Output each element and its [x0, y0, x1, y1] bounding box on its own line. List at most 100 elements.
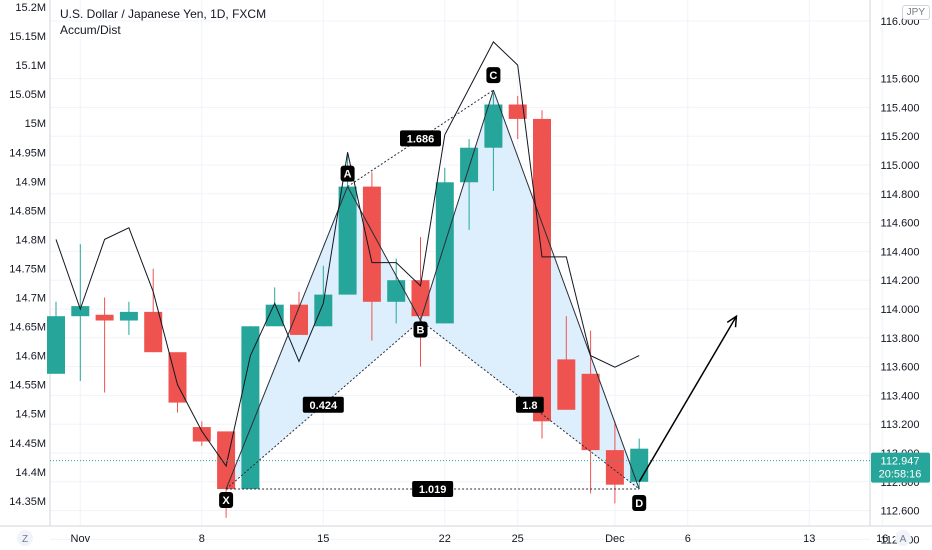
zoom-button-label: Z	[22, 534, 28, 545]
left-axis-label: 14.5M	[15, 409, 46, 421]
pattern-leg-xa	[225, 186, 349, 490]
candle-body	[119, 311, 138, 321]
right-axis-label: 114.600	[881, 218, 920, 230]
current-price-value: 112.947	[881, 456, 920, 468]
ratio-label-text: 0.424	[310, 400, 338, 412]
left-axis-label: 14.6M	[15, 351, 46, 363]
left-axis-label: 15M	[25, 118, 46, 130]
auto-scale-button-bg	[895, 530, 911, 546]
candle	[581, 330, 600, 494]
left-axis-label: 15.1M	[15, 60, 46, 72]
currency-badge[interactable]: JPY	[901, 5, 930, 20]
time-axis-label: 16	[876, 533, 888, 545]
auto-scale-button[interactable]: A	[895, 530, 911, 546]
point-label-bg	[413, 321, 428, 338]
ratio-label: 1.686	[400, 130, 441, 147]
right-axis-label: 115.600	[881, 74, 920, 86]
point-label-text: A	[344, 169, 352, 181]
left-axis-label: 14.75M	[9, 263, 46, 275]
candle-body	[533, 118, 551, 422]
projection-arrow-head	[726, 314, 738, 328]
left-axis-label: 14.85M	[9, 205, 46, 217]
ratio-label: 0.424	[302, 396, 344, 413]
point-label-d: D	[632, 495, 647, 511]
point-label-c: C	[486, 67, 501, 84]
candle	[119, 301, 138, 335]
candle-body	[241, 326, 260, 489]
point-label-b: B	[413, 321, 428, 338]
candle	[95, 297, 114, 393]
left-axis-label: 15.15M	[9, 31, 46, 43]
time-axis-label: 8	[199, 533, 205, 545]
candle-body	[460, 147, 479, 183]
candle	[168, 352, 187, 413]
ratio-label: 1.019	[412, 481, 454, 497]
candle-body	[484, 104, 503, 148]
candle-body	[435, 182, 454, 324]
ratio-label: 1.8	[515, 396, 544, 413]
right-axis-label: 113.800	[881, 333, 920, 345]
time-axis-label: Dec	[605, 533, 625, 545]
candle	[71, 244, 90, 381]
ratio-label-bg	[302, 396, 344, 413]
left-axis-label: 14.9M	[15, 176, 46, 188]
point-label-bg	[219, 492, 234, 508]
projection-arrow-line	[638, 315, 738, 483]
left-axis-label: 14.65M	[9, 322, 46, 334]
candle-body	[581, 373, 600, 451]
point-label-text: C	[489, 70, 497, 82]
right-axis-label: 112.600	[881, 506, 920, 518]
candle	[192, 421, 211, 446]
candle	[362, 172, 381, 341]
left-axis-label: 14.55M	[9, 380, 46, 392]
candle-body	[144, 311, 163, 353]
candle	[533, 110, 551, 439]
candle	[144, 268, 163, 353]
point-label-text: B	[417, 325, 425, 337]
chart-legend: U.S. Dollar / Japanese Yen, 1D, FXCM Acc…	[60, 6, 266, 38]
candle-body	[362, 186, 381, 302]
right-axis-label: 114.000	[881, 304, 920, 316]
time-axis-label: Nov	[71, 533, 91, 545]
candle-body	[630, 448, 649, 482]
pattern-leg-bc	[420, 89, 494, 321]
ratio-label-text: 1.019	[419, 484, 447, 496]
left-axis-label: 14.4M	[15, 467, 46, 479]
point-label-bg	[632, 495, 647, 511]
time-axis-label: 6	[685, 533, 691, 545]
candle-body	[168, 352, 187, 403]
candle-body	[95, 314, 114, 321]
ratio-label-text: 1.686	[407, 133, 435, 145]
ratio-label-text: 1.8	[522, 400, 537, 412]
candle	[265, 287, 284, 327]
right-axis-label: 114.400	[881, 246, 920, 258]
left-axis-label: 15.2M	[15, 2, 46, 14]
candle-body	[338, 186, 357, 295]
time-axis-label: 15	[317, 533, 329, 545]
time-axis-label: 13	[803, 533, 815, 545]
candle	[387, 258, 406, 324]
point-label-text: X	[222, 495, 230, 507]
candle	[484, 93, 503, 191]
candle	[314, 265, 333, 327]
zoom-button[interactable]: Z	[17, 530, 33, 546]
candle-body	[605, 450, 624, 485]
candle-body	[265, 304, 284, 327]
left-axis-label: 14.95M	[9, 147, 46, 159]
candle-body	[217, 431, 236, 489]
time-axis-label: 22	[439, 533, 451, 545]
candle-body	[290, 304, 308, 335]
candle	[47, 301, 65, 374]
left-axis-label: 14.8M	[15, 234, 46, 246]
zoom-button-bg	[17, 530, 33, 546]
candle-body	[508, 104, 527, 119]
candle	[557, 316, 576, 410]
indicator-title: Accum/Dist	[60, 23, 121, 37]
candle	[435, 167, 454, 324]
point-label-a: A	[340, 165, 355, 182]
left-axis-label: 14.35M	[9, 496, 46, 508]
right-axis-label: 115.200	[881, 131, 920, 143]
right-axis-label: 113.200	[881, 419, 920, 431]
time-axis-label: 25	[512, 533, 524, 545]
